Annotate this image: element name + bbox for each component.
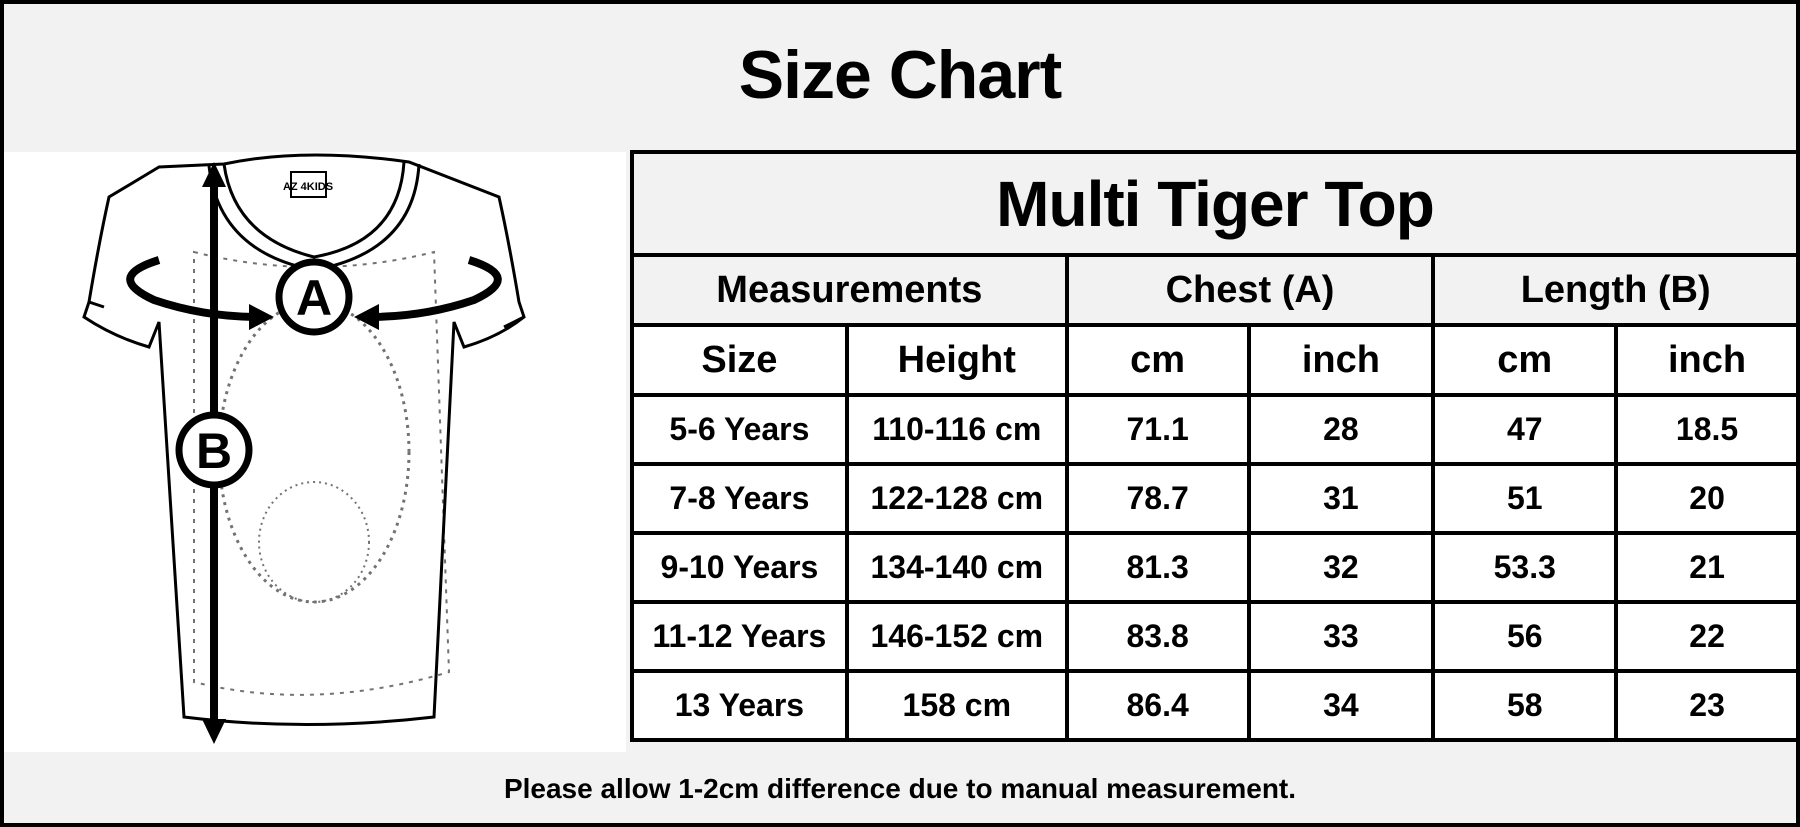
page-title: Size Chart bbox=[4, 4, 1796, 146]
table-row: 5-6 Years 110-116 cm 71.1 28 47 18.5 bbox=[630, 393, 1800, 466]
col-size: Size bbox=[630, 323, 849, 397]
table-cell: 11-12 Years bbox=[630, 600, 849, 673]
table-cell: 51 bbox=[1431, 462, 1619, 535]
table-cell: 146-152 cm bbox=[844, 600, 1069, 673]
table-cell: 158 cm bbox=[844, 669, 1069, 742]
table-row: 13 Years 158 cm 86.4 34 58 23 bbox=[630, 669, 1800, 742]
table-cell: 28 bbox=[1246, 393, 1436, 466]
table-cell: 20 bbox=[1614, 462, 1800, 535]
table-cell: 134-140 cm bbox=[844, 531, 1069, 604]
marker-b: B bbox=[175, 411, 253, 489]
table-cell: 58 bbox=[1431, 669, 1619, 742]
product-title: Multi Tiger Top bbox=[630, 150, 1800, 257]
col-height: Height bbox=[844, 323, 1069, 397]
table-cell: 81.3 bbox=[1064, 531, 1251, 604]
svg-text:A: A bbox=[296, 270, 332, 326]
table-cell: 78.7 bbox=[1064, 462, 1251, 535]
table-cell: 5-6 Years bbox=[630, 393, 849, 466]
header-length: Length (B) bbox=[1431, 253, 1800, 327]
brand-tag: AZ 4KIDS bbox=[283, 181, 333, 193]
header-chest: Chest (A) bbox=[1064, 253, 1436, 327]
table-cell: 83.8 bbox=[1064, 600, 1251, 673]
table-cell: 22 bbox=[1614, 600, 1800, 673]
table-cell: 23 bbox=[1614, 669, 1800, 742]
table-cell: 31 bbox=[1246, 462, 1436, 535]
table-row: 11-12 Years 146-152 cm 83.8 33 56 22 bbox=[630, 600, 1800, 673]
col-length-inch: inch bbox=[1614, 323, 1800, 397]
table-cell: 122-128 cm bbox=[844, 462, 1069, 535]
col-chest-cm: cm bbox=[1064, 323, 1251, 397]
footer-note: Please allow 1-2cm difference due to man… bbox=[4, 757, 1796, 821]
col-length-cm: cm bbox=[1431, 323, 1619, 397]
table-cell: 86.4 bbox=[1064, 669, 1251, 742]
table-cell: 56 bbox=[1431, 600, 1619, 673]
table-row: 9-10 Years 134-140 cm 81.3 32 53.3 21 bbox=[630, 531, 1800, 604]
table-cell: 53.3 bbox=[1431, 531, 1619, 604]
col-chest-inch: inch bbox=[1246, 323, 1436, 397]
table-cell: 9-10 Years bbox=[630, 531, 849, 604]
table-row: 7-8 Years 122-128 cm 78.7 31 51 20 bbox=[630, 462, 1800, 535]
marker-a: A bbox=[275, 258, 353, 336]
table-cell: 13 Years bbox=[630, 669, 849, 742]
table-cell: 7-8 Years bbox=[630, 462, 849, 535]
table-cell: 33 bbox=[1246, 600, 1436, 673]
table-cell: 71.1 bbox=[1064, 393, 1251, 466]
table-cell: 110-116 cm bbox=[844, 393, 1069, 466]
tshirt-drawing: AZ 4KIDS A B bbox=[82, 153, 526, 744]
size-table: Multi Tiger Top Measurements Chest (A) L… bbox=[630, 150, 1800, 742]
table-cell: 34 bbox=[1246, 669, 1436, 742]
tshirt-illustration: AZ 4KIDS A B bbox=[4, 152, 626, 752]
table-cell: 21 bbox=[1614, 531, 1800, 604]
svg-text:B: B bbox=[196, 423, 232, 479]
table-cell: 47 bbox=[1431, 393, 1619, 466]
table-cell: 18.5 bbox=[1614, 393, 1800, 466]
table-cell: 32 bbox=[1246, 531, 1436, 604]
header-measurements: Measurements bbox=[630, 253, 1069, 327]
